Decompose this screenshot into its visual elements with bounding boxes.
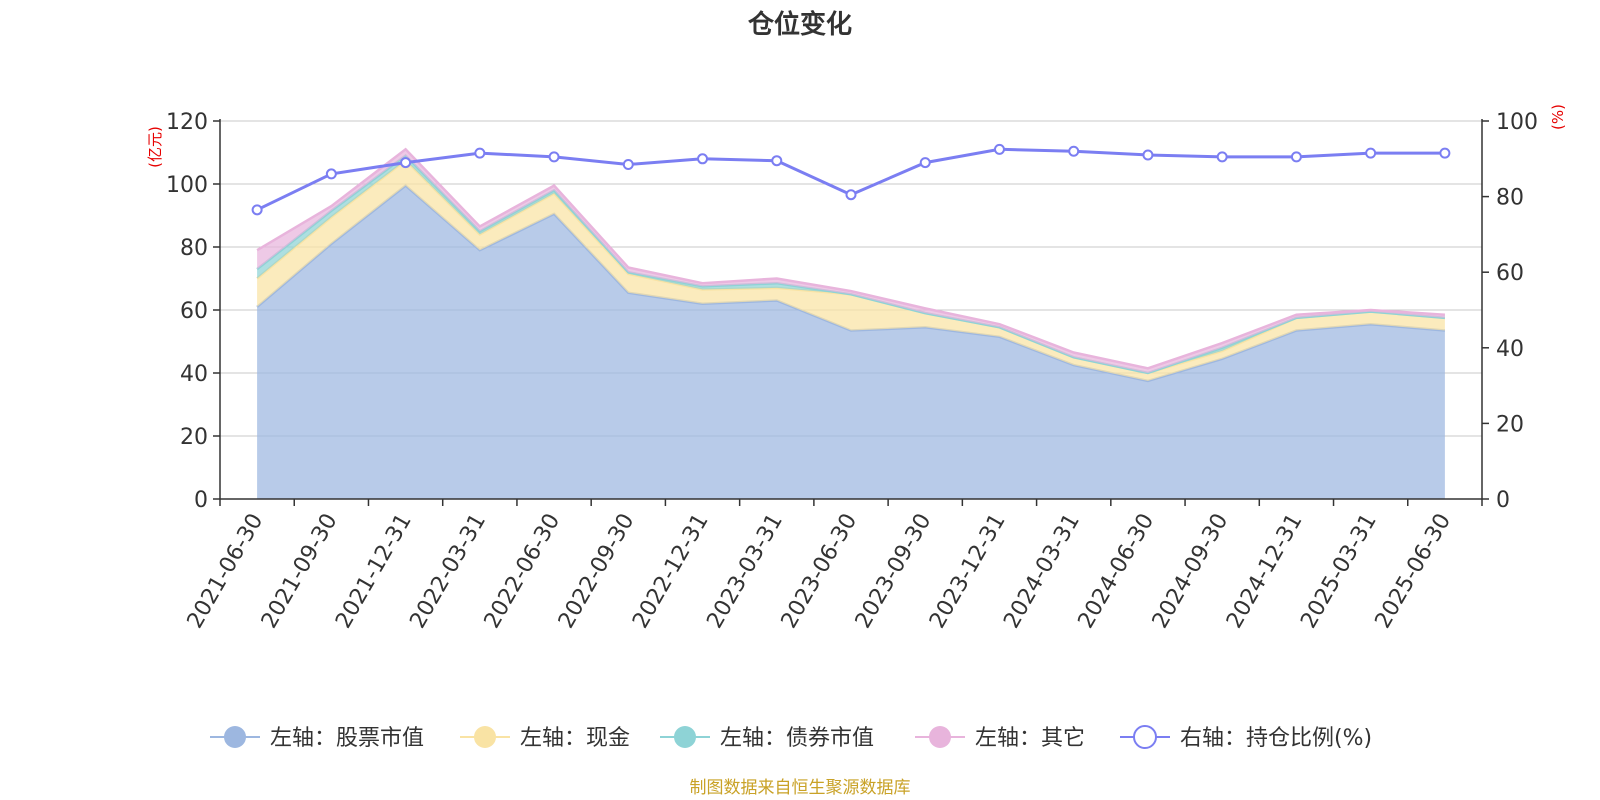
right-tick-label: 0 <box>1496 488 1510 513</box>
ratio-point <box>1216 151 1228 163</box>
area-1 <box>257 185 1445 499</box>
data-source-note: 制图数据来自恒生聚源数据库 <box>690 778 911 798</box>
x-tick-label: 2024-03-31 <box>999 510 1085 633</box>
x-tick-label: 2023-06-30 <box>777 510 863 633</box>
ratio-point <box>697 153 709 165</box>
x-tick-label: 2021-12-31 <box>331 510 417 633</box>
chart-title: 仓位变化 <box>747 9 852 40</box>
legend-label: 左轴：现金 <box>520 726 630 751</box>
x-tick-label: 2022-12-31 <box>628 510 714 633</box>
x-tick-label: 2021-09-30 <box>257 510 343 633</box>
left-tick-label: 20 <box>180 425 208 450</box>
ratio-point <box>919 157 931 169</box>
legend-marker <box>224 726 246 748</box>
right-tick-label: 80 <box>1496 186 1524 211</box>
legend-label: 右轴：持仓比例(%) <box>1180 726 1372 751</box>
right-tick-label: 20 <box>1496 412 1524 437</box>
legend-marker <box>929 726 951 748</box>
ratio-point <box>1365 147 1377 159</box>
ratio-point <box>622 158 634 170</box>
ratio-point <box>1439 147 1451 159</box>
ratio-point <box>400 157 412 169</box>
left-axis-unit: (亿元) <box>146 126 164 168</box>
left-tick-label: 80 <box>180 236 208 261</box>
right-tick-label: 40 <box>1496 337 1524 362</box>
legend-item-5[interactable]: 右轴：持仓比例(%) <box>1120 725 1372 751</box>
legend-label: 左轴：其它 <box>975 726 1085 751</box>
ratio-point <box>845 189 857 201</box>
ratio-point <box>1068 145 1080 157</box>
x-tick-label: 2022-09-30 <box>554 510 640 633</box>
right-tick-label: 100 <box>1496 110 1538 135</box>
legend-marker <box>474 726 496 748</box>
x-tick-label: 2024-09-30 <box>1148 510 1234 633</box>
ratio-point <box>993 143 1005 155</box>
x-tick-label: 2024-12-31 <box>1222 510 1308 633</box>
x-tick-label: 2023-12-31 <box>925 510 1011 633</box>
legend-marker <box>674 726 696 748</box>
right-axis-unit: (%) <box>1549 104 1567 130</box>
left-tick-label: 120 <box>166 110 208 135</box>
ratio-point <box>251 204 263 216</box>
left-tick-label: 100 <box>166 173 208 198</box>
x-tick-label: 2023-03-31 <box>702 510 788 633</box>
area-series <box>256 147 1446 499</box>
x-tick-label: 2025-06-30 <box>1370 510 1456 633</box>
area-edge-4 <box>256 147 1445 370</box>
x-tick-label: 2022-03-31 <box>405 509 491 632</box>
legend-marker <box>1133 725 1157 749</box>
right-tick-label: 60 <box>1496 261 1524 286</box>
x-tick-label: 2021-06-30 <box>183 510 269 633</box>
ratio-point <box>771 155 783 167</box>
legend-item-3[interactable]: 左轴：债券市值 <box>660 726 874 751</box>
ratio-point <box>325 168 337 180</box>
x-tick-label: 2022-06-30 <box>480 510 566 633</box>
legend-label: 左轴：债券市值 <box>720 726 874 751</box>
legend[interactable]: 左轴：股票市值 左轴：现金 左轴：债券市值 左轴：其它 右轴：持仓比例(%) <box>210 725 1372 751</box>
left-tick-label: 40 <box>180 362 208 387</box>
ratio-point <box>1290 151 1302 163</box>
x-tick-label: 2023-09-30 <box>851 510 937 633</box>
ratio-point <box>548 151 560 163</box>
ratio-point <box>1142 149 1154 161</box>
x-tick-label: 2024-06-30 <box>1074 510 1160 633</box>
legend-label: 左轴：股票市值 <box>270 726 424 751</box>
left-tick-label: 60 <box>180 299 208 324</box>
line-series <box>251 143 1451 216</box>
x-tick-label: 2025-03-31 <box>1296 510 1382 633</box>
legend-item-1[interactable]: 左轴：股票市值 <box>210 726 424 751</box>
legend-item-4[interactable]: 左轴：其它 <box>915 726 1085 751</box>
legend-item-2[interactable]: 左轴：现金 <box>460 726 630 751</box>
left-tick-label: 0 <box>194 488 208 513</box>
ratio-point <box>474 147 486 159</box>
